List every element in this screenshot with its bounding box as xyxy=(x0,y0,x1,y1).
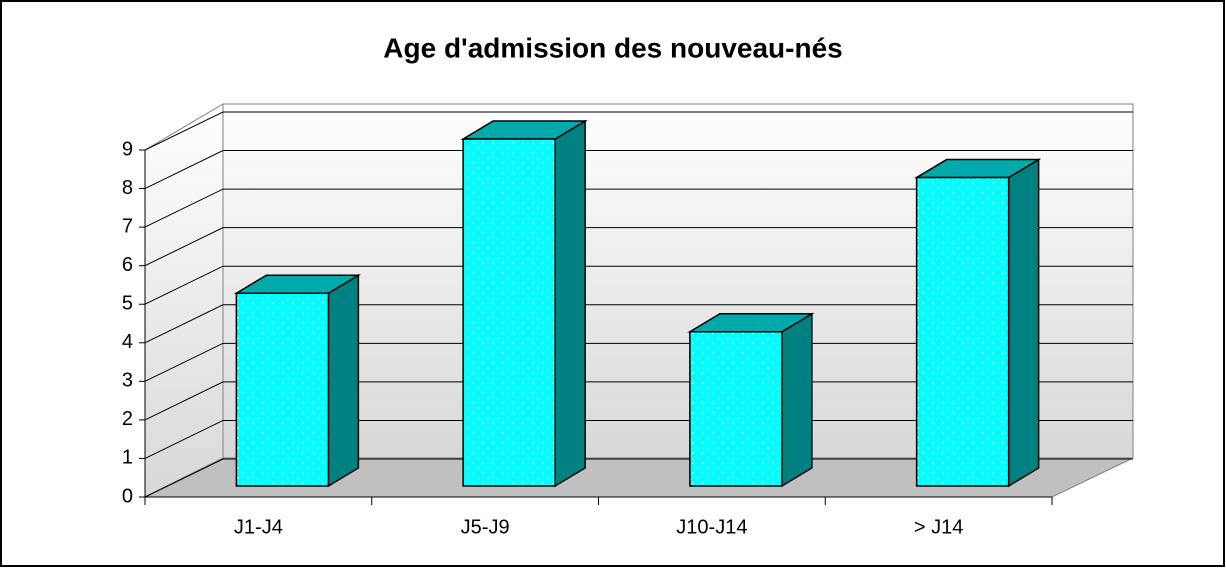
y-tick-label: 3 xyxy=(122,370,133,392)
grid-line xyxy=(144,381,1133,421)
bar xyxy=(462,138,556,487)
grid-line xyxy=(144,265,1133,305)
y-tick-label: 7 xyxy=(122,215,133,237)
grid-line xyxy=(144,458,1133,498)
grid-line xyxy=(144,342,1133,382)
y-tick-label: 0 xyxy=(122,485,133,507)
bar xyxy=(689,331,783,487)
y-tick-label: 6 xyxy=(122,254,133,276)
x-tick-label: J5-J9 xyxy=(461,516,510,538)
bar xyxy=(235,292,330,487)
x-tick-label: J10-J14 xyxy=(676,516,747,538)
y-tick-label: 4 xyxy=(122,331,133,353)
grid-line xyxy=(144,188,1133,228)
grid-line xyxy=(144,111,1133,151)
y-tick-label: 5 xyxy=(122,293,133,315)
chart-title: Age d'admission des nouveau-nés xyxy=(383,32,842,63)
x-tick-label: J1-J4 xyxy=(234,516,283,538)
grid-line xyxy=(144,304,1133,344)
grid-line xyxy=(144,419,1133,459)
bar-side xyxy=(327,273,360,488)
y-tick-label: 1 xyxy=(122,447,133,469)
side-wall xyxy=(144,103,224,498)
y-tick-label: 2 xyxy=(122,408,133,430)
y-tick-label: 9 xyxy=(122,138,133,160)
x-tick-label: > J14 xyxy=(914,516,963,538)
grid-line xyxy=(144,227,1133,267)
bar-side xyxy=(1007,158,1040,488)
y-tick-label: 8 xyxy=(122,177,133,199)
bar-side xyxy=(554,119,586,488)
grid-line xyxy=(144,150,1133,190)
bar-side xyxy=(781,312,813,488)
plot: 0 1 2 3 4 5 6 7 8 9 J1-J4 J5-J9 J10-J14 > J14 xyxy=(122,111,1133,538)
bar xyxy=(915,176,1010,487)
